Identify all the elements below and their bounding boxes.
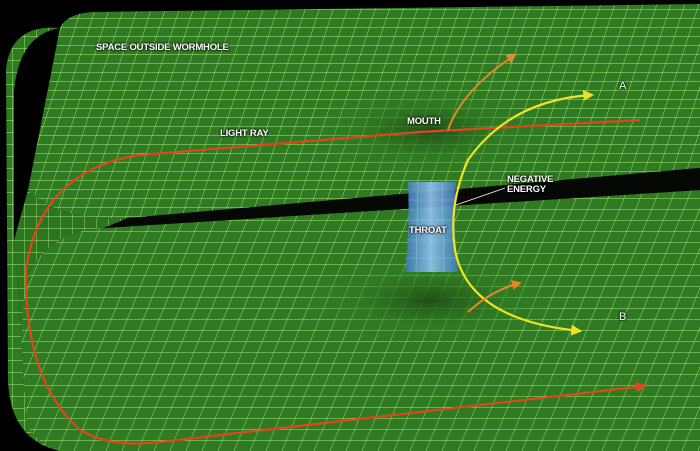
negative-energy-pointer (455, 187, 506, 206)
deflected-ray-top (447, 53, 517, 131)
curved-sheet-wall (14, 190, 128, 350)
negative-energy-ray (452, 90, 595, 336)
deflected-ray-bottom (467, 280, 522, 313)
curved-sheet-outer-wall (6, 27, 120, 451)
throat-tube (405, 182, 458, 272)
negative-energy-label: NEGATIVE ENERGY (507, 174, 554, 196)
throat-label: THROAT (409, 225, 447, 236)
throat-grid-lines (405, 181, 458, 273)
light-ray-main (24, 118, 648, 445)
space-outside-wormhole-label: SPACE OUTSIDE WORMHOLE (96, 42, 229, 53)
point-b-label: B (619, 311, 627, 323)
point-a-label: A (619, 80, 627, 92)
sheet-gap (104, 168, 700, 228)
mouth-label: MOUTH (407, 116, 441, 127)
lower-funnel (300, 255, 560, 345)
mouth-funnel (310, 82, 550, 178)
light-ray-label: LIGHT RAY (220, 128, 269, 139)
